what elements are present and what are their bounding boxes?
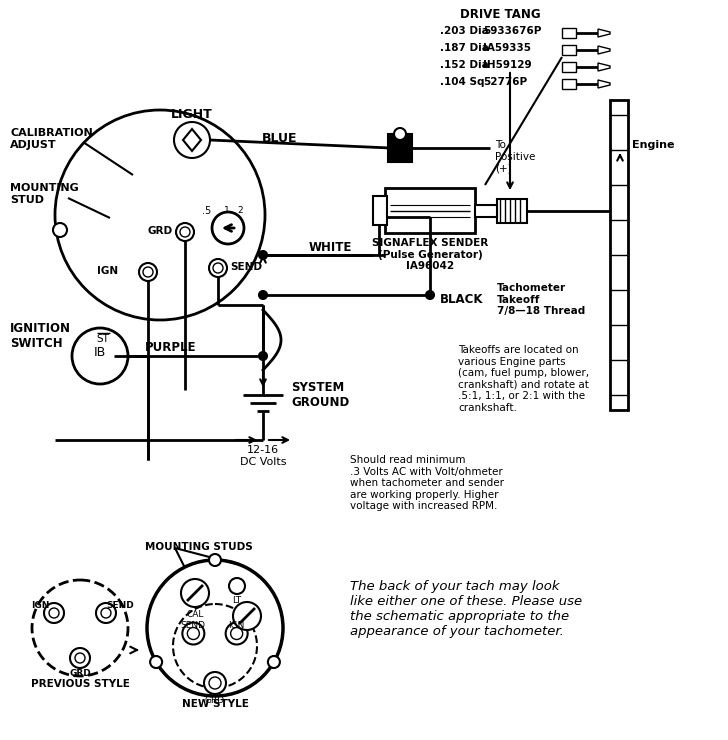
Circle shape	[204, 672, 226, 694]
Text: 5933676P: 5933676P	[483, 26, 542, 36]
Circle shape	[394, 128, 406, 140]
Text: .203 Dia: .203 Dia	[440, 26, 488, 36]
Circle shape	[209, 677, 221, 689]
Circle shape	[176, 223, 194, 241]
Circle shape	[209, 554, 221, 566]
Polygon shape	[598, 80, 610, 88]
Bar	[388, 134, 412, 162]
Text: IGN: IGN	[229, 621, 245, 630]
Text: PREVIOUS STYLE: PREVIOUS STYLE	[31, 679, 130, 689]
Text: IB: IB	[94, 346, 106, 359]
Bar	[497, 198, 527, 223]
Circle shape	[259, 251, 267, 259]
Text: MOUNTING
STUD: MOUNTING STUD	[10, 183, 79, 204]
Text: WHITE: WHITE	[309, 241, 352, 254]
Polygon shape	[598, 46, 610, 54]
Circle shape	[53, 223, 67, 237]
Text: GRD: GRD	[69, 670, 91, 679]
Circle shape	[209, 259, 227, 277]
Circle shape	[226, 622, 248, 645]
Polygon shape	[598, 63, 610, 71]
Circle shape	[231, 628, 242, 639]
Bar	[373, 196, 387, 225]
Circle shape	[268, 656, 280, 668]
Circle shape	[174, 122, 210, 158]
Text: 2: 2	[237, 206, 242, 215]
Text: SEND: SEND	[230, 262, 262, 272]
Text: GRD: GRD	[205, 696, 225, 705]
Text: IA59335: IA59335	[483, 43, 531, 53]
Text: NEW STYLE: NEW STYLE	[181, 699, 248, 709]
Circle shape	[143, 267, 153, 277]
Text: BLUE: BLUE	[262, 132, 298, 145]
Text: The back of your tach may look
like either one of these. Please use
the schemati: The back of your tach may look like eith…	[350, 580, 582, 638]
Text: Takeoffs are located on
various Engine parts
(cam, fuel pump, blower,
crankshaft: Takeoffs are located on various Engine p…	[458, 345, 589, 413]
Text: IGN: IGN	[97, 266, 118, 276]
Circle shape	[75, 653, 85, 663]
Text: Tachometer
Takeoff
7/8—18 Thread: Tachometer Takeoff 7/8—18 Thread	[497, 283, 585, 316]
Circle shape	[187, 628, 199, 639]
Polygon shape	[183, 129, 201, 151]
Circle shape	[55, 110, 265, 320]
Text: SEND: SEND	[106, 600, 134, 610]
Circle shape	[139, 263, 157, 281]
Text: LT: LT	[232, 596, 242, 605]
Polygon shape	[598, 29, 610, 37]
Text: BLACK: BLACK	[440, 293, 483, 306]
Circle shape	[229, 578, 245, 594]
Circle shape	[426, 291, 434, 299]
Text: CAL: CAL	[186, 610, 204, 619]
Text: DRIVE TANG: DRIVE TANG	[459, 8, 540, 21]
Circle shape	[150, 656, 162, 668]
Circle shape	[212, 212, 244, 244]
Circle shape	[32, 580, 128, 676]
Circle shape	[173, 604, 257, 688]
Text: IGN: IGN	[31, 600, 50, 610]
Circle shape	[213, 263, 223, 273]
Text: SEND: SEND	[181, 621, 206, 630]
Text: Should read minimum
.3 Volts AC with Volt/ohmeter
when tachometer and sender
are: Should read minimum .3 Volts AC with Vol…	[350, 455, 504, 511]
Text: .187 Dia: .187 Dia	[440, 43, 489, 53]
Text: IGNITION
SWITCH: IGNITION SWITCH	[10, 322, 71, 350]
Text: Engine: Engine	[632, 140, 675, 150]
Text: .104 Sq: .104 Sq	[440, 77, 485, 87]
Text: MOUNTING STUDS: MOUNTING STUDS	[145, 542, 253, 552]
Bar	[475, 204, 497, 217]
Circle shape	[49, 608, 59, 618]
Text: SYSTEM
GROUND: SYSTEM GROUND	[291, 381, 349, 409]
Text: 12-16
DC Volts: 12-16 DC Volts	[240, 445, 286, 467]
Circle shape	[259, 352, 267, 360]
Text: 1: 1	[224, 206, 230, 215]
Text: LIGHT: LIGHT	[171, 108, 213, 121]
Circle shape	[72, 328, 128, 384]
Circle shape	[181, 579, 209, 607]
Circle shape	[180, 227, 190, 237]
Text: PURPLE: PURPLE	[145, 341, 197, 354]
Text: ST: ST	[97, 334, 109, 344]
Text: To
Positive
(+): To Positive (+)	[495, 140, 535, 173]
Bar	[562, 28, 576, 38]
Circle shape	[259, 291, 267, 299]
Bar	[562, 45, 576, 55]
Bar	[610, 100, 628, 410]
Circle shape	[96, 603, 116, 623]
Circle shape	[233, 602, 261, 630]
Circle shape	[147, 560, 283, 696]
Bar	[562, 79, 576, 89]
Text: IH59129: IH59129	[483, 60, 531, 70]
Text: CALIBRATION
ADJUST: CALIBRATION ADJUST	[10, 128, 92, 149]
Bar	[385, 188, 475, 233]
Circle shape	[44, 603, 64, 623]
Circle shape	[182, 622, 205, 645]
Text: GRD: GRD	[147, 226, 172, 236]
Text: .5: .5	[202, 206, 211, 216]
Circle shape	[101, 608, 111, 618]
Circle shape	[70, 648, 90, 668]
Text: SIGNAFLEX SENDER
(Pulse Generator)
IA96042: SIGNAFLEX SENDER (Pulse Generator) IA960…	[372, 238, 488, 271]
Text: 52776P: 52776P	[483, 77, 527, 87]
Bar	[562, 62, 576, 72]
Text: .152 Dia: .152 Dia	[440, 60, 488, 70]
